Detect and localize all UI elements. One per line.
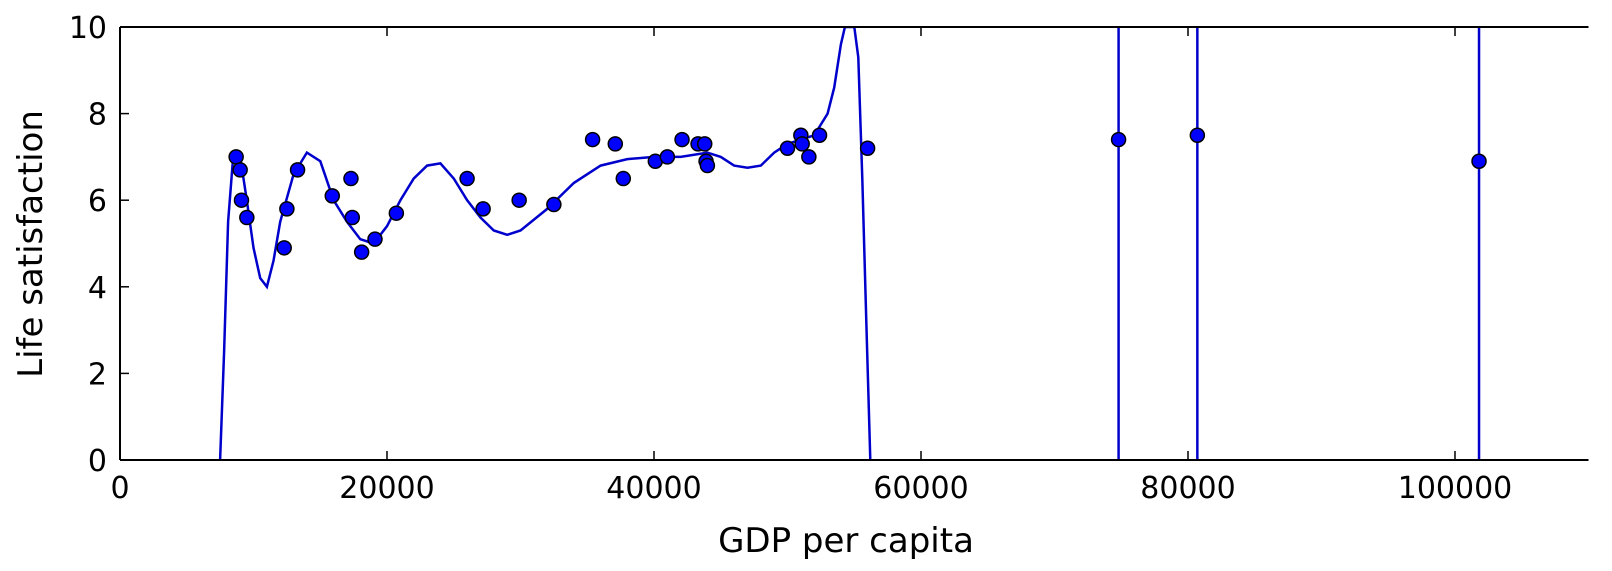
data-point <box>324 188 341 204</box>
x-axis: 0 20000 40000 60000 80000 100000 <box>110 27 1512 506</box>
y-tick-label: 0 <box>88 444 107 479</box>
data-point <box>659 149 676 165</box>
data-point <box>353 244 370 260</box>
y-tick-label: 2 <box>88 357 107 392</box>
data-point <box>615 170 632 187</box>
data-point <box>859 140 876 156</box>
data-point <box>779 140 796 156</box>
data-point <box>459 170 475 187</box>
data-point <box>388 205 405 221</box>
data-point <box>367 231 383 247</box>
x-tick-label: 0 <box>110 471 129 506</box>
data-point <box>232 162 248 178</box>
data-point <box>343 170 359 187</box>
data-point <box>511 192 527 208</box>
plot-area <box>218 27 1487 460</box>
x-tick-label: 80000 <box>1140 471 1235 506</box>
x-tick-label: 20000 <box>339 471 434 506</box>
y-tick-label: 10 <box>69 11 107 46</box>
y-tick-label: 8 <box>88 98 107 133</box>
data-point <box>584 131 601 148</box>
data-point <box>344 209 361 226</box>
data-point <box>239 209 255 226</box>
data-point <box>699 157 716 174</box>
data-point <box>233 192 250 208</box>
x-axis-label: GDP per capita <box>718 521 974 561</box>
data-point <box>279 201 295 217</box>
x-tick-label: 40000 <box>606 471 701 506</box>
x-tick-label: 60000 <box>873 471 968 506</box>
data-point <box>794 136 810 152</box>
data-point <box>546 196 562 213</box>
axes <box>119 26 1589 461</box>
data-point <box>1110 131 1127 148</box>
y-tick-label: 4 <box>88 271 107 306</box>
data-point <box>674 131 690 148</box>
data-point <box>801 149 817 165</box>
fitted-curve <box>218 27 872 460</box>
y-tick-label: 6 <box>88 184 107 219</box>
data-point <box>1189 127 1206 143</box>
data-point <box>1471 153 1487 169</box>
y-axis: 0 2 4 6 8 10 <box>69 11 129 479</box>
data-point <box>696 136 713 152</box>
x-tick-label: 100000 <box>1398 471 1513 506</box>
data-point <box>811 127 828 143</box>
y-axis-label: Life satisfaction <box>11 110 51 378</box>
data-point <box>607 136 624 152</box>
data-point <box>276 240 292 256</box>
data-point <box>475 201 491 217</box>
data-point <box>228 149 244 165</box>
data-point <box>289 162 306 178</box>
